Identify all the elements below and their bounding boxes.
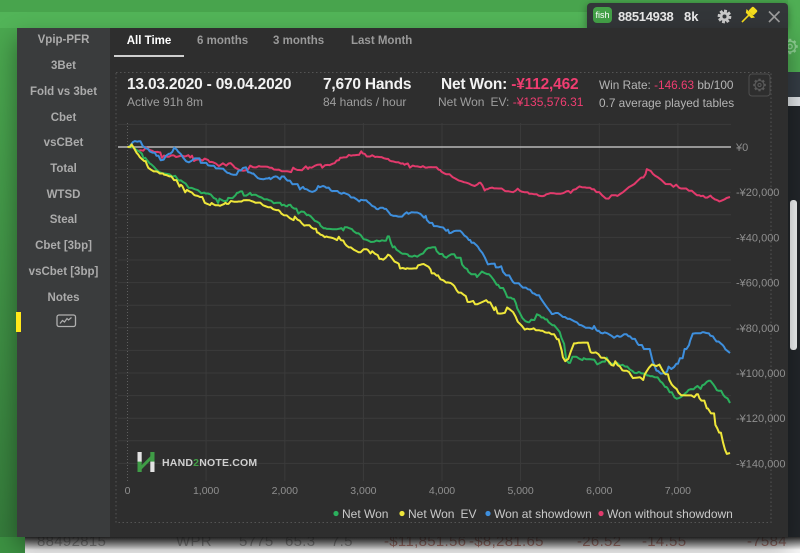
svg-text:-¥100,000: -¥100,000 [736, 368, 786, 380]
svg-text:Won without showdown: Won without showdown [607, 507, 733, 521]
svg-text:¥0: ¥0 [735, 142, 748, 154]
svg-text:3,000: 3,000 [350, 485, 376, 497]
svg-text:6,000: 6,000 [586, 485, 612, 497]
svg-text:-¥140,000: -¥140,000 [736, 458, 786, 470]
svg-text:1,000: 1,000 [193, 485, 219, 497]
svg-text:-¥120,000: -¥120,000 [736, 413, 786, 425]
svg-text:-¥80,000: -¥80,000 [736, 323, 779, 335]
svg-text:-¥40,000: -¥40,000 [736, 232, 779, 244]
svg-text:5,000: 5,000 [507, 485, 533, 497]
svg-text:4,000: 4,000 [429, 485, 455, 497]
svg-text:7,000: 7,000 [665, 485, 691, 497]
svg-text:Net Won EV: Net Won EV [408, 507, 476, 521]
svg-text:0: 0 [125, 485, 131, 497]
svg-text:Net Won: Net Won [342, 507, 388, 521]
svg-text:HAND2NOTE.COM: HAND2NOTE.COM [162, 457, 257, 469]
svg-text:-¥20,000: -¥20,000 [736, 187, 779, 199]
svg-text:-¥60,000: -¥60,000 [736, 278, 779, 290]
svg-text:Won at showdown: Won at showdown [494, 507, 592, 521]
svg-text:2,000: 2,000 [272, 485, 298, 497]
